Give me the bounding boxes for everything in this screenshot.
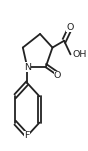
Text: N: N: [24, 63, 31, 72]
Text: O: O: [67, 23, 74, 32]
Text: O: O: [54, 71, 61, 80]
Text: F: F: [25, 131, 30, 140]
Text: OH: OH: [73, 50, 87, 59]
